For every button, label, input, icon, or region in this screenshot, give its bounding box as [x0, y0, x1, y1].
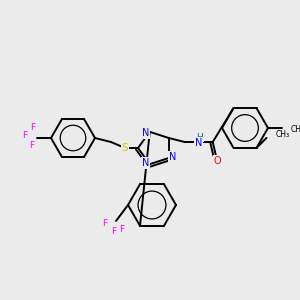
Text: F: F [22, 131, 28, 140]
Text: O: O [214, 156, 222, 166]
Text: N: N [142, 158, 149, 168]
Text: F: F [119, 224, 124, 233]
Text: CH₃: CH₃ [291, 124, 300, 134]
Text: F: F [29, 142, 34, 151]
Text: H: H [196, 133, 203, 142]
Text: N: N [142, 128, 149, 138]
Text: S: S [122, 143, 128, 153]
Text: F: F [102, 220, 108, 229]
Text: CH₃: CH₃ [275, 130, 290, 140]
Text: F: F [111, 226, 117, 236]
Text: F: F [30, 124, 36, 133]
Text: N: N [169, 152, 176, 162]
Text: N: N [195, 138, 202, 148]
